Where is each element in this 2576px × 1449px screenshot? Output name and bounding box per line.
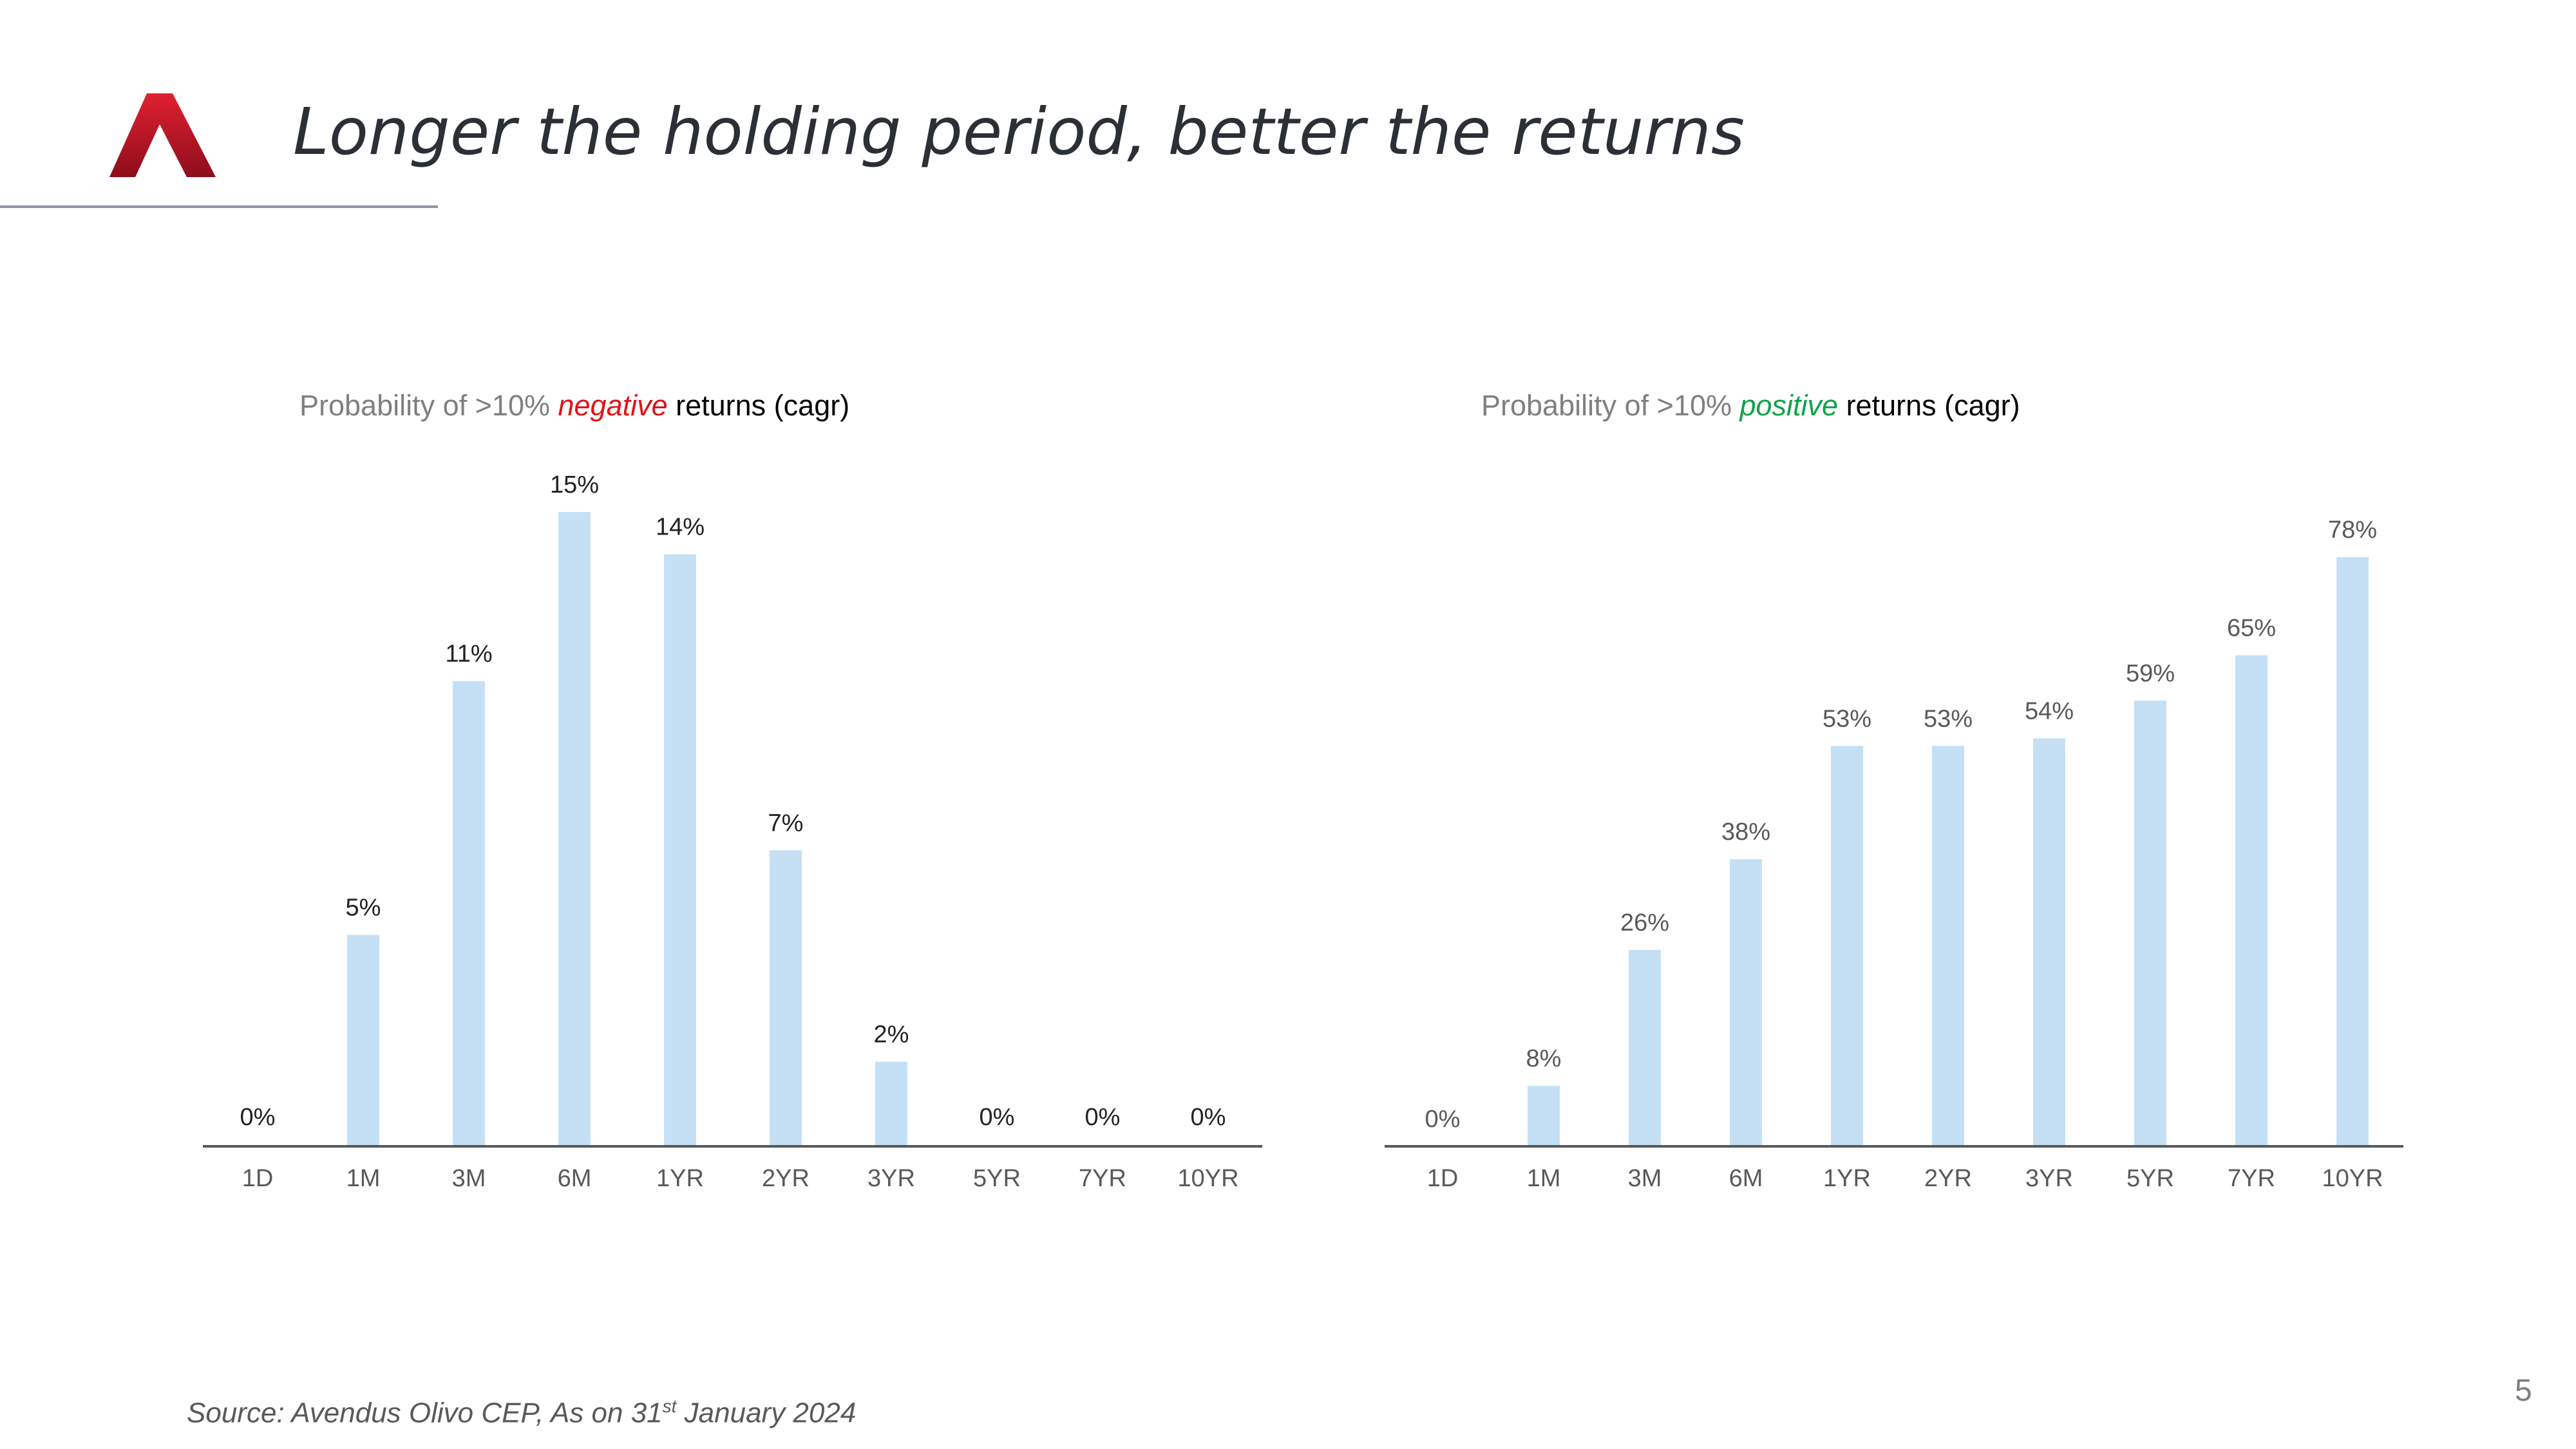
bar [558, 512, 591, 1146]
x-tick-label: 1M [346, 1165, 381, 1192]
data-label: 26% [1620, 909, 1669, 936]
data-label: 15% [550, 471, 599, 498]
data-label: 0% [1191, 1104, 1226, 1131]
data-label: 7% [768, 810, 804, 837]
x-tick-label: 5YR [973, 1165, 1021, 1192]
bar [2336, 557, 2369, 1146]
x-tick-label: 2YR [762, 1165, 810, 1192]
title-divider [0, 205, 438, 208]
page-number: 5 [2515, 1374, 2532, 1408]
x-tick-label: 10YR [2322, 1165, 2383, 1192]
chart-title: Probability of >10% positive returns (ca… [1481, 386, 2020, 425]
bar [347, 934, 379, 1146]
bar [1932, 746, 1964, 1146]
negative-returns-plot: 0% 1D 5% 1M 11% 3M 15% 6M 14% 1YR 7% 2YR 2% 3YR 0% 5YR 0… [203, 471, 1262, 1192]
data-label: 38% [1721, 819, 1770, 846]
bar [2235, 655, 2268, 1146]
page-title: Longer the holding period, better the re… [293, 94, 1745, 169]
negative-returns-chart: Probability of >10% negative returns (ca… [193, 361, 1410, 1217]
x-tick-label: 3M [1628, 1165, 1662, 1192]
data-label: 53% [1823, 705, 1871, 732]
chart-title-lead: Probability of >10% [1481, 389, 1740, 422]
bar [1730, 859, 1762, 1146]
source-superscript: st [662, 1396, 677, 1416]
data-label: 59% [2126, 660, 2175, 687]
data-label: 0% [1085, 1104, 1121, 1131]
data-label: 8% [1526, 1045, 1562, 1072]
bar [875, 1061, 907, 1146]
chart-title-lead: Probability of >10% [299, 389, 558, 422]
chart-title: Probability of >10% negative returns (ca… [299, 386, 849, 425]
data-label: 14% [656, 514, 705, 541]
data-label: 2% [874, 1021, 909, 1048]
x-tick-label: 1YR [1823, 1165, 1871, 1192]
x-tick-label: 6M [1729, 1165, 1763, 1192]
source-suffix: January 2024 [676, 1397, 857, 1429]
chart-title-tail: returns (cagr) [1838, 389, 2020, 422]
x-tick-label: 1D [1427, 1165, 1459, 1192]
x-tick-label: 1YR [656, 1165, 704, 1192]
data-label: 0% [1425, 1106, 1461, 1133]
data-label: 0% [980, 1104, 1015, 1131]
chart-title-keyword: negative [558, 389, 668, 422]
data-label: 11% [445, 641, 492, 668]
bar [453, 681, 485, 1146]
x-tick-label: 10YR [1177, 1165, 1238, 1192]
x-tick-label: 7YR [2228, 1165, 2275, 1192]
x-tick-label: 7YR [1079, 1165, 1126, 1192]
source-note: Source: Avendus Olivo CEP, As on 31st Ja… [187, 1396, 856, 1430]
bar [1831, 746, 1863, 1146]
data-label: 54% [2025, 698, 2074, 725]
x-tick-label: 5YR [2126, 1165, 2174, 1192]
x-tick-label: 3YR [2025, 1165, 2073, 1192]
data-label: 0% [240, 1104, 276, 1131]
data-label: 53% [1924, 705, 1973, 732]
source-prefix: Source: Avendus Olivo CEP, As on 31 [187, 1397, 663, 1429]
x-tick-label: 1M [1527, 1165, 1561, 1192]
bar [770, 850, 802, 1146]
positive-returns-plot: 0% 1D 8% 1M 26% 3M 38% 6M 53% 1YR 53% 2YR 54% 3YR 59% 5… [1385, 516, 2403, 1192]
chart-title-tail: returns (cagr) [667, 389, 850, 422]
chart-title-keyword: positive [1739, 389, 1839, 422]
bar [2033, 738, 2065, 1146]
data-label: 65% [2227, 615, 2276, 642]
data-label: 5% [346, 895, 381, 922]
positive-returns-chart: Probability of >10% positive returns (ca… [1378, 361, 2576, 1217]
company-logo [109, 93, 216, 177]
x-tick-label: 3M [452, 1165, 486, 1192]
x-tick-label: 3YR [867, 1165, 915, 1192]
data-label: 78% [2328, 516, 2377, 544]
bar [1629, 950, 1661, 1146]
bar [2134, 700, 2166, 1146]
x-tick-label: 6M [558, 1165, 592, 1192]
bar [1528, 1086, 1560, 1146]
x-tick-label: 2YR [1924, 1165, 1972, 1192]
bar [664, 554, 696, 1146]
x-tick-label: 1D [242, 1165, 274, 1192]
